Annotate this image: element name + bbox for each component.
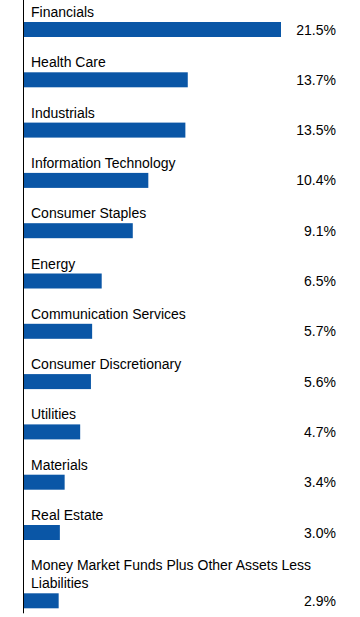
bar: [24, 374, 91, 389]
data-labels: 21.5% 13.7% 13.5% 10.4% 9.1% 6.5% 5.7% 5.6% 4.7%…: [296, 22, 336, 609]
data-label: 5.7%: [304, 323, 336, 339]
bar: [24, 475, 65, 490]
bar: [24, 173, 148, 188]
category-label: Consumer Staples: [31, 205, 146, 221]
category-label: Utilities: [31, 406, 76, 422]
data-label: 2.9%: [304, 593, 336, 609]
bar: [24, 424, 80, 439]
bar: [24, 274, 102, 289]
data-label: 3.4%: [304, 474, 336, 490]
data-label: 3.0%: [304, 525, 336, 541]
data-label: 13.5%: [296, 122, 336, 138]
bar: [24, 123, 185, 138]
category-label: Health Care: [31, 54, 106, 70]
category-label: Real Estate: [31, 507, 104, 523]
data-label: 9.1%: [304, 223, 336, 239]
bar: [24, 72, 188, 87]
category-label: Industrials: [31, 105, 95, 121]
category-labels: Financials Health Care Industrials Informat…: [31, 4, 311, 591]
bar: [24, 22, 281, 37]
category-label: Financials: [31, 4, 94, 20]
category-label: Consumer Discretionary: [31, 356, 181, 372]
category-label: Information Technology: [31, 155, 176, 171]
data-label: 6.5%: [304, 273, 336, 289]
category-label: Materials: [31, 457, 88, 473]
bar: [24, 324, 92, 339]
bar: [24, 593, 59, 608]
chart: Financials Health Care Industrials Informat…: [0, 0, 360, 617]
bar: [24, 525, 60, 540]
category-label: Energy: [31, 256, 75, 272]
data-label: 21.5%: [296, 22, 336, 38]
data-label: 5.6%: [304, 374, 336, 390]
category-label: Communication Services: [31, 306, 186, 322]
data-label: 13.7%: [296, 72, 336, 88]
data-label: 10.4%: [296, 172, 336, 188]
bars: [24, 22, 281, 608]
axis-line: [23, 0, 24, 613]
bar: [24, 223, 133, 238]
data-label: 4.7%: [304, 424, 336, 440]
category-label: Money Market Funds Plus Other Assets Les…: [31, 557, 311, 591]
